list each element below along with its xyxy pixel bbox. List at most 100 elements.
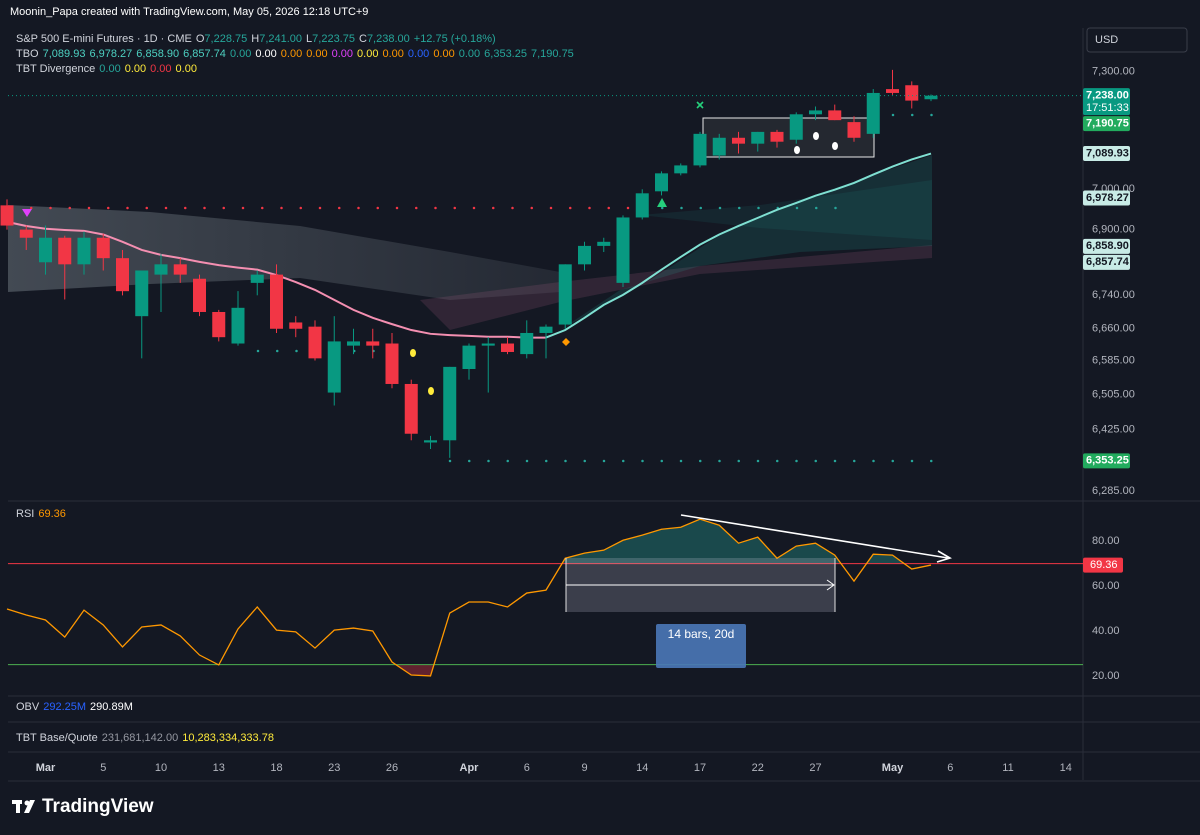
cloud xyxy=(420,245,932,330)
candle-body xyxy=(924,95,938,100)
x-tick-label: Mar xyxy=(36,762,56,774)
candle-body xyxy=(481,343,495,346)
x-tick-label: 23 xyxy=(328,762,340,774)
candle-body xyxy=(154,264,168,275)
price-label-box xyxy=(1083,254,1130,270)
candle-body xyxy=(809,110,822,115)
ohlc-key: C xyxy=(358,33,367,45)
candle-body xyxy=(347,341,360,346)
measure-arrow-head xyxy=(826,579,835,591)
x-tick-label: 26 xyxy=(386,762,398,774)
candle-body xyxy=(501,343,514,352)
tbo-value: 6,978.27 xyxy=(89,48,133,60)
tbo-value: 7,190.75 xyxy=(530,48,574,60)
candle-body xyxy=(19,229,33,238)
rsi-title: RSI xyxy=(16,508,35,520)
marks xyxy=(0,69,938,458)
candle-body xyxy=(58,237,72,265)
divergence-value: 0.00 xyxy=(99,63,121,75)
candle-body xyxy=(539,326,553,333)
candle-body xyxy=(520,332,534,355)
tbo-value: 6,858.90 xyxy=(136,48,180,60)
candle-body xyxy=(96,237,110,259)
ohlc-value: 7,241.00 xyxy=(259,33,303,45)
price-label-box xyxy=(1083,238,1130,254)
price-label-box xyxy=(1083,116,1130,132)
tbo-value: 0.00 xyxy=(433,48,455,60)
candle-body xyxy=(828,110,842,121)
y-tick-label: 6,285.00 xyxy=(1092,485,1135,497)
tbo-value: 0.00 xyxy=(255,48,277,60)
candle-body xyxy=(712,137,726,156)
tbo-value: 0.00 xyxy=(280,48,303,60)
y-tick-label: 20.00 xyxy=(1092,670,1120,682)
currency[interactable]: USD xyxy=(1095,34,1118,46)
symbol: S&P 500 E-mini Futures · 1D · CME xyxy=(16,33,192,45)
candle-body xyxy=(770,131,784,142)
attribution: Moonin_Papa created with TradingView.com… xyxy=(10,6,369,18)
legend-rsi: RSI 69.36 xyxy=(16,508,70,520)
x-tick-label: 10 xyxy=(155,762,167,774)
candle-body xyxy=(193,278,206,312)
tbo-value: 0.00 xyxy=(458,48,481,60)
candle-body xyxy=(693,133,707,166)
ohlc-value: 7,238.00 xyxy=(366,33,410,45)
legend-tbo: TBO 7,089.93 6,978.27 6,858.90 6,857.74 0.00 0… xyxy=(16,48,578,60)
candle-body xyxy=(77,237,91,265)
candle-body xyxy=(751,131,765,144)
candle-body xyxy=(366,341,380,346)
x-tick-label: 22 xyxy=(752,762,764,774)
candle-body xyxy=(886,89,899,93)
candle-body xyxy=(905,85,919,101)
obv-value: 292.25M xyxy=(43,701,87,713)
candle-body xyxy=(116,258,129,292)
x-tick-label: 13 xyxy=(213,762,225,774)
ohlc-value: 7,223.75 xyxy=(312,33,355,45)
candle-body xyxy=(212,311,226,338)
x-tick-label: 9 xyxy=(581,762,587,774)
tbo-value: 6,353.25 xyxy=(484,48,527,60)
candle-body xyxy=(289,322,303,329)
candle-body xyxy=(250,274,264,283)
rsi-value: 69.36 xyxy=(1090,559,1118,571)
divergence-arrow xyxy=(680,514,949,559)
x-tick-label: May xyxy=(882,762,904,774)
tbo-value: 0.00 xyxy=(331,48,354,60)
candle-body xyxy=(443,366,457,441)
divergence-value: 0.00 xyxy=(124,63,147,75)
y-tick-label: 6,900.00 xyxy=(1092,224,1135,236)
candle-body xyxy=(616,217,630,283)
candle-body xyxy=(866,92,880,134)
price-label-box xyxy=(1083,146,1130,162)
measure-label-box xyxy=(656,624,746,668)
candle-body xyxy=(308,326,322,359)
legend-obv: OBV 292.25M 290.89M xyxy=(16,701,137,713)
divergence-name: TBT Divergence xyxy=(16,63,96,75)
candle-body xyxy=(135,270,149,317)
divergence-arrow-head xyxy=(936,550,952,563)
candle-body xyxy=(655,173,668,192)
cloud xyxy=(560,155,932,330)
signal-marker xyxy=(832,142,838,150)
price-label-box xyxy=(1083,453,1130,469)
tbo-value: 6,857.74 xyxy=(183,48,226,60)
y-tick-label: 6,740.00 xyxy=(1092,289,1135,301)
tbo-value: 0.00 xyxy=(229,48,252,60)
candle-body xyxy=(385,343,399,384)
signal-marker xyxy=(813,132,819,140)
measure-label: 14 bars, 20d xyxy=(668,627,735,641)
signal-marker xyxy=(428,387,434,395)
x-tick-label: 5 xyxy=(100,762,106,774)
price-label: 6,353.25 xyxy=(1086,455,1129,467)
y-tick-label: 60.00 xyxy=(1092,580,1120,592)
divergence-value: 0.00 xyxy=(150,63,172,75)
change: +12.75 (+0.18%) xyxy=(413,33,496,45)
y-tick-label: 6,585.00 xyxy=(1092,354,1135,366)
y-tick-label: 6,425.00 xyxy=(1092,423,1135,435)
candle-body xyxy=(424,440,437,443)
currency-box[interactable] xyxy=(1086,27,1188,53)
y-tick-label: 40.00 xyxy=(1092,625,1120,637)
candle-body xyxy=(578,245,591,265)
signal-marker xyxy=(22,209,32,217)
